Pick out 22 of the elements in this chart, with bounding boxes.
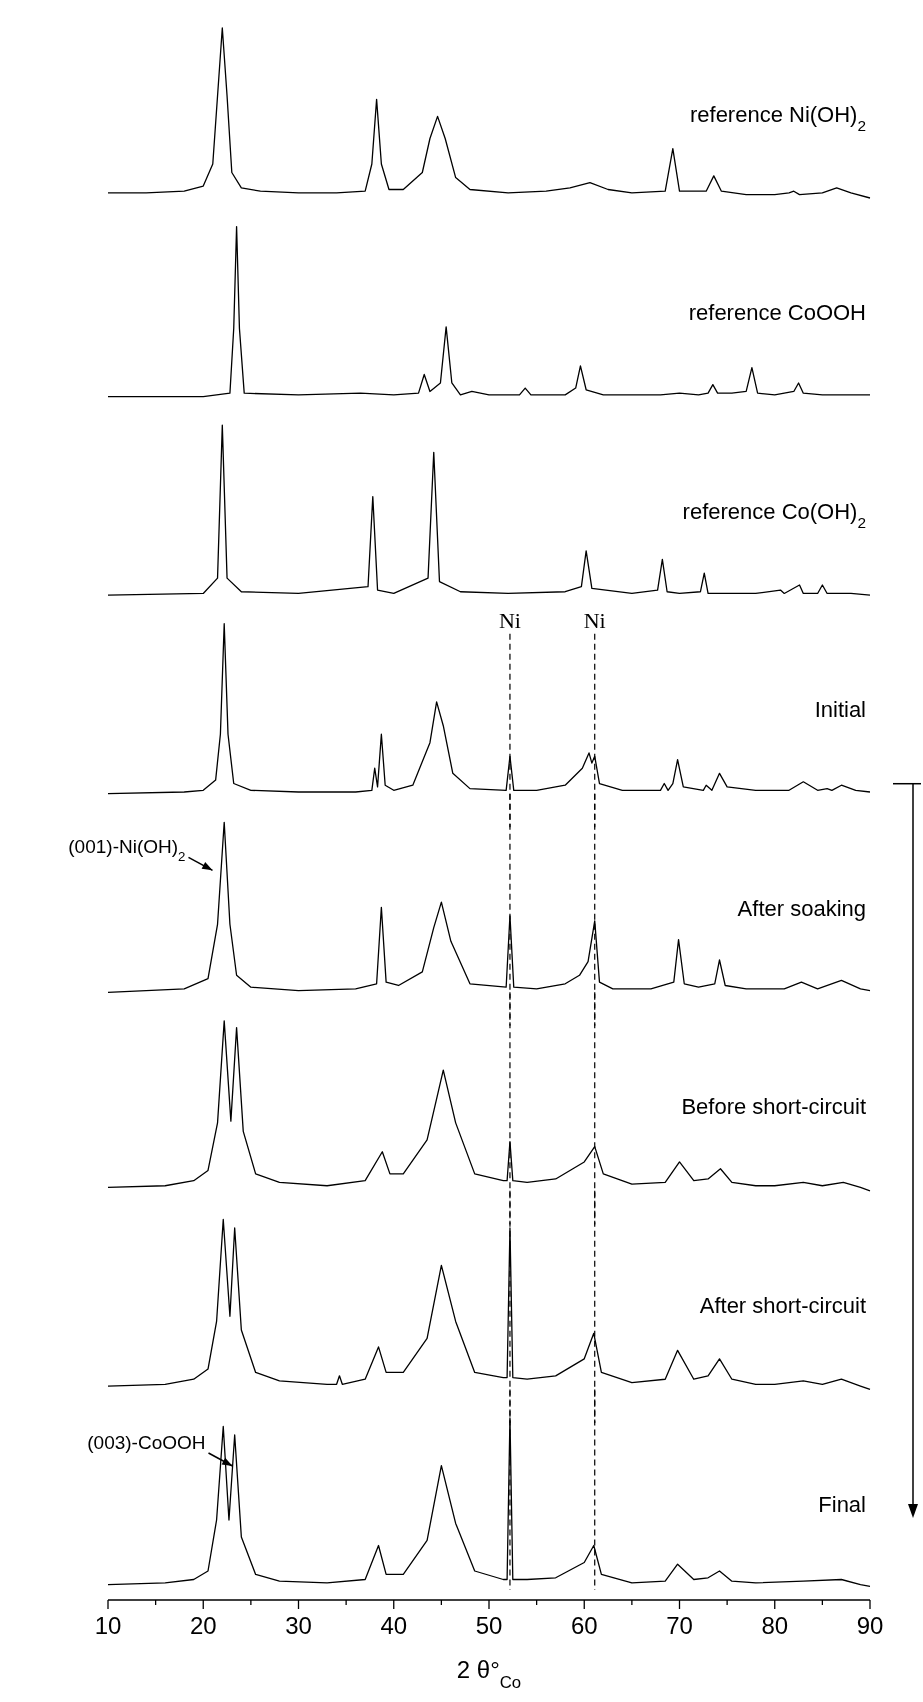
series-label: After soaking xyxy=(737,895,866,921)
series-label: After short-circuit xyxy=(699,1292,866,1318)
x-tick-label: 80 xyxy=(761,1612,789,1639)
x-tick-label: 70 xyxy=(666,1612,693,1639)
x-tick-label: 40 xyxy=(380,1612,408,1639)
series-label: Before short-circuit xyxy=(681,1094,866,1120)
series-label: reference Ni(OH)$_{2}$ xyxy=(689,101,866,133)
text: Initial xyxy=(814,697,866,723)
x-tick-label: 10 xyxy=(94,1612,122,1639)
series-label: reference Co(OH)$_{2}$ xyxy=(682,498,866,531)
legend-label: Final xyxy=(818,1491,866,1517)
x-tick-label: 90 xyxy=(856,1612,884,1639)
x-tick-label: 30 xyxy=(285,1612,312,1639)
x-tick-label: 60 xyxy=(570,1612,598,1639)
ref-line-label: Ni xyxy=(583,607,606,633)
annotation: (003)-CoOOH xyxy=(87,1432,206,1453)
x-tick-label: 20 xyxy=(189,1612,217,1639)
x-tick-label: 50 xyxy=(475,1612,503,1639)
x-axis-title: 2 θ°$_{Co}$ xyxy=(456,1656,522,1692)
ref-line-label: Ni xyxy=(498,607,521,633)
text: reference CoOOH xyxy=(688,300,866,326)
annotation: (001)-Ni(OH)$_{2}$ xyxy=(68,836,186,864)
